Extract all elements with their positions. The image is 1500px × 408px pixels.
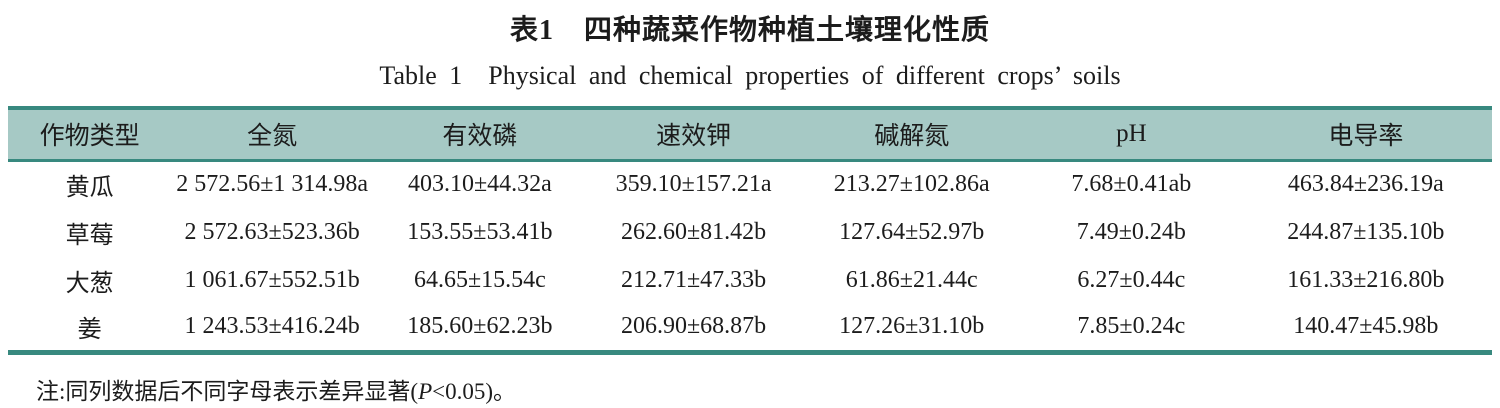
footnote-text: <0.05)。: [432, 378, 517, 404]
table-row-green-onion: 大葱 1 061.67±552.51b 64.65±15.54c 212.71±…: [8, 256, 1492, 304]
value-cell: 61.86±21.44c: [845, 266, 978, 293]
value-cell: 1 243.53±416.24b: [184, 313, 360, 340]
value-cell: 127.64±52.97b: [839, 218, 985, 245]
value-cell: 206.90±68.87b: [620, 313, 767, 340]
crop-name-cell: 黄瓜: [65, 175, 114, 202]
col-header-available-phosphorus: 有效磷: [442, 123, 518, 151]
value-cell: 403.10±44.32a: [407, 171, 552, 198]
col-header-electrical-conductivity: 电导率: [1328, 123, 1404, 151]
table-row-strawberry: 草莓 2 572.63±523.36b 153.55±53.41b 262.60…: [8, 208, 1492, 256]
table-title-chinese: 表1 四种蔬菜作物种植土壤理化性质: [0, 0, 1500, 48]
crop-name-cell: 大葱: [65, 270, 114, 297]
value-cell: 262.60±81.42b: [620, 218, 767, 245]
col-header-total-nitrogen: 全氮: [247, 123, 298, 151]
value-cell: 127.26±31.10b: [839, 313, 985, 340]
value-cell: 6.27±0.44c: [1077, 266, 1186, 293]
table-caption-english: Physical and chemical properties of diff…: [488, 61, 1121, 90]
table-number-chinese: 表1: [509, 15, 554, 46]
header-row: 作物类型 全氮 有效磷 速效钾 碱解氮 pH 电导率: [8, 108, 1492, 160]
value-cell: 2 572.56±1 314.98a: [176, 171, 369, 198]
value-cell: 463.84±236.19a: [1287, 171, 1444, 198]
soil-properties-table: 作物类型 全氮 有效磷 速效钾 碱解氮 pH 电导率 黄瓜 2 572.56±1…: [8, 106, 1492, 355]
value-cell: 359.10±157.21a: [615, 171, 772, 198]
table-row-ginger: 姜 1 243.53±416.24b 185.60±62.23b 206.90±…: [8, 304, 1492, 352]
value-cell: 185.60±62.23b: [407, 313, 553, 340]
value-cell: 7.49±0.24b: [1076, 218, 1186, 245]
table-number-english: Table 1: [379, 61, 463, 90]
value-cell: 7.68±0.41ab: [1071, 171, 1192, 198]
col-header-alkali-nitrogen: 碱解氮: [874, 123, 950, 151]
table-row-cucumber: 黄瓜 2 572.56±1 314.98a 403.10±44.32a 359.…: [8, 160, 1492, 208]
value-cell: 140.47±45.98b: [1293, 313, 1439, 340]
crop-name-cell: 草莓: [65, 222, 114, 249]
crop-name-cell: 姜: [77, 317, 102, 344]
value-cell: 244.87±135.10b: [1287, 218, 1445, 245]
soil-properties-table-container: 作物类型 全氮 有效磷 速效钾 碱解氮 pH 电导率 黄瓜 2 572.56±1…: [8, 106, 1492, 355]
value-cell: 7.85±0.24c: [1077, 313, 1186, 340]
table-title-english: Table 1 Physical and chemical properties …: [0, 61, 1500, 91]
footnote-p-symbol: P: [418, 378, 433, 404]
col-header-ph: pH: [1116, 120, 1147, 148]
value-cell: 213.27±102.86a: [833, 171, 990, 198]
table-footnote: 注:同列数据后不同字母表示差异显著(P<0.05)。: [36, 372, 1500, 406]
value-cell: 2 572.63±523.36b: [184, 218, 360, 245]
footnote-text: 注:同列数据后不同字母表示差异显著(: [36, 378, 419, 404]
value-cell: 1 061.67±552.51b: [184, 266, 360, 293]
value-cell: 212.71±47.33b: [620, 266, 767, 293]
col-header-crop-type: 作物类型: [39, 123, 140, 151]
col-header-available-potassium: 速效钾: [656, 123, 732, 151]
value-cell: 153.55±53.41b: [407, 218, 553, 245]
value-cell: 161.33±216.80b: [1287, 266, 1445, 293]
table-caption-chinese: 四种蔬菜作物种植土壤理化性质: [584, 15, 991, 46]
value-cell: 64.65±15.54c: [413, 266, 546, 293]
